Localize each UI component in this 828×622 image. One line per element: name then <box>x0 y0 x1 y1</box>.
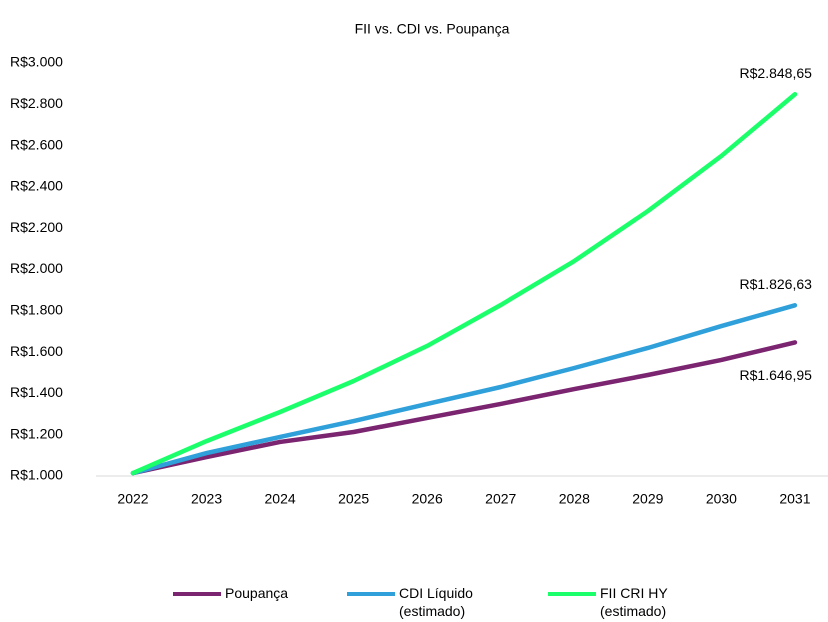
x-tick-label: 2030 <box>706 491 737 507</box>
y-tick-label: R$1.800 <box>10 302 63 318</box>
legend-swatch <box>173 592 221 596</box>
y-tick-label: R$3.000 <box>10 54 63 70</box>
y-tick-label: R$2.600 <box>10 136 63 152</box>
y-tick-label: R$2.400 <box>10 178 63 194</box>
data-label: R$1.646,95 <box>740 367 813 383</box>
y-tick-label: R$1.400 <box>10 384 63 400</box>
x-tick-label: 2023 <box>191 491 222 507</box>
y-tick-label: R$1.600 <box>10 343 63 359</box>
legend-item: FII CRI HY (estimado) <box>548 584 700 620</box>
x-tick-label: 2027 <box>485 491 516 507</box>
series-line <box>130 340 798 476</box>
x-tick-label: 2031 <box>779 491 810 507</box>
y-tick-label: R$1.200 <box>10 425 63 441</box>
legend-swatch <box>347 592 395 596</box>
legend-swatch <box>548 592 596 596</box>
series-line <box>130 303 798 476</box>
x-tick-label: 2024 <box>265 491 296 507</box>
x-tick-label: 2028 <box>559 491 590 507</box>
legend-item: Poupança <box>173 584 325 602</box>
chart-title: FII vs. CDI vs. Poupança <box>355 21 510 37</box>
x-tick-label: 2029 <box>632 491 663 507</box>
data-label: R$1.826,63 <box>740 276 813 292</box>
legend-label: Poupança <box>225 585 289 601</box>
x-tick-label: 2022 <box>117 491 148 507</box>
legend-item: CDI Líquido (estimado) <box>347 584 499 620</box>
x-tick-label: 2025 <box>338 491 369 507</box>
legend-label: FII CRI HY (estimado) <box>600 585 668 619</box>
y-tick-label: R$2.000 <box>10 260 63 276</box>
y-tick-label: R$2.800 <box>10 95 63 111</box>
legend-label: CDI Líquido (estimado) <box>399 585 473 619</box>
x-tick-label: 2026 <box>412 491 443 507</box>
y-tick-label: R$1.000 <box>10 467 63 483</box>
data-label: R$2.848,65 <box>740 65 813 81</box>
series-line <box>130 92 798 476</box>
y-tick-label: R$2.200 <box>10 219 63 235</box>
